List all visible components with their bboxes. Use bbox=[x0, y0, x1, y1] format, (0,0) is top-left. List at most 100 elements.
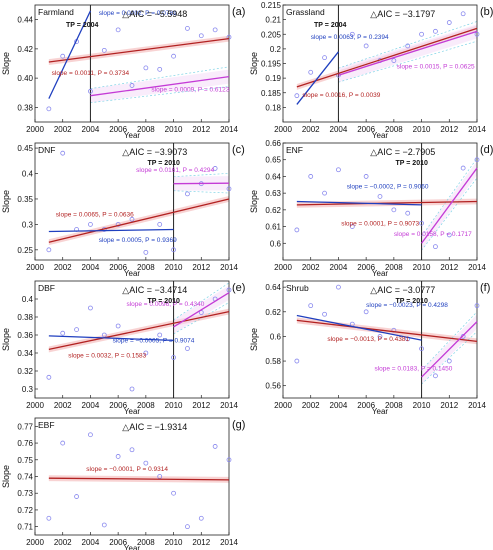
p0-post-slope-label: slope = 0.0009, P = 0.6123 bbox=[151, 86, 229, 93]
p5-pre-slope-label: slope = −0.0023, P = 0.4298 bbox=[366, 302, 448, 309]
p2-x-tick-label: 2000 bbox=[26, 263, 44, 272]
p6-panel-title: EBF bbox=[38, 420, 55, 430]
p1-y-tick-label: 0.195 bbox=[261, 60, 282, 69]
p6-data-point bbox=[198, 515, 204, 521]
p6-x-tick-label: 2008 bbox=[137, 538, 155, 547]
p2-data-point bbox=[88, 221, 93, 227]
p1-panel-letter: (b) bbox=[480, 6, 493, 18]
p5-overall-fit-line bbox=[296, 319, 478, 342]
p0-overall-slope-label: slope = 0.0011, P = 0.3734 bbox=[52, 70, 130, 77]
p1-y-tick-label: 0.2 bbox=[270, 45, 282, 54]
p5-y-tick-label: 0.6 bbox=[270, 332, 282, 341]
p4-data-point bbox=[185, 346, 190, 351]
p3-data-point bbox=[433, 244, 438, 250]
p4-post-tp-fit-line bbox=[173, 292, 230, 328]
p2-x-tick-label: 2006 bbox=[109, 263, 127, 272]
p2-post-tp-fit-line bbox=[173, 182, 230, 185]
p5-y-tick-label: 0.56 bbox=[265, 382, 281, 391]
p5-post-ci-upper bbox=[421, 311, 478, 371]
p1-data-point bbox=[294, 93, 300, 99]
p2-data-point bbox=[46, 247, 52, 253]
p0-x-tick-label: 2002 bbox=[54, 125, 72, 134]
p5-x-tick-label: 2010 bbox=[413, 401, 431, 410]
p5-post-ci-lower bbox=[421, 331, 478, 385]
p5-x-tick-label: 2012 bbox=[440, 401, 458, 410]
p1-data-point bbox=[446, 20, 452, 25]
p6-y-tick-label: 0.75 bbox=[17, 456, 33, 465]
p0-panel-letter: (a) bbox=[232, 6, 245, 18]
p6-overall-slope-label: slope = −0.0001, P = 0.9314 bbox=[86, 466, 168, 473]
p3-data-point bbox=[446, 232, 452, 238]
p4-tp-label: TP = 2010 bbox=[148, 298, 180, 305]
p5-data-point bbox=[433, 373, 438, 379]
p0-post-ci-lower bbox=[90, 86, 230, 104]
p6-x-tick-label: 2006 bbox=[109, 538, 127, 547]
p2-x-tick-label: 2012 bbox=[192, 263, 210, 272]
p3-post-ci-upper bbox=[421, 158, 478, 237]
p3-x-axis-label: Year bbox=[372, 269, 389, 278]
p5-x-tick-label: 2000 bbox=[274, 401, 292, 410]
p4-data-point bbox=[60, 330, 66, 336]
p1-y-tick-label: 0.21 bbox=[265, 16, 281, 25]
p4-panel-title: DBF bbox=[38, 283, 55, 293]
p1-data-point bbox=[349, 31, 355, 37]
p1-y-tick-label: 0.18 bbox=[265, 103, 281, 112]
p3-panel-title: ENF bbox=[286, 145, 303, 155]
p6-y-tick-label: 0.72 bbox=[17, 506, 33, 515]
p6-data-point bbox=[74, 494, 79, 499]
p1-data-point bbox=[474, 31, 480, 37]
p4-data-point bbox=[157, 332, 163, 338]
p1-data-point bbox=[460, 11, 466, 17]
p4-y-axis-label: Slope bbox=[1, 328, 11, 351]
p5-y-tick-label: 0.64 bbox=[265, 283, 281, 292]
p0-data-point bbox=[185, 25, 190, 31]
p1-y-tick-label: 0.19 bbox=[265, 74, 281, 83]
p1-overall-fit-line bbox=[296, 27, 478, 88]
p3-overall-slope-label: slope = 0.0001, P = 0.9073 bbox=[341, 221, 419, 228]
p3-y-tick-label: 0.65 bbox=[265, 156, 281, 165]
p5-x-tick-label: 2002 bbox=[302, 401, 320, 410]
p1-post-ci-upper bbox=[338, 21, 478, 69]
p4-post-slope-label: slope = 0.0096, P = 0.4340 bbox=[126, 301, 204, 308]
p3-delta-aic: △AIC = −2.7905 bbox=[370, 147, 435, 157]
p3-y-tick-label: 0.6 bbox=[270, 239, 282, 248]
p4-y-tick-label: 0.38 bbox=[17, 313, 33, 322]
p1-x-tick-label: 2000 bbox=[274, 125, 292, 134]
p0-x-tick-label: 2000 bbox=[26, 125, 44, 134]
p2-pre-slope-label: slope = 0.0005, P = 0.9369 bbox=[99, 237, 177, 244]
p4-overall-slope-label: slope = 0.0032, P = 0.1583 bbox=[68, 353, 146, 360]
p4-y-tick-label: 0.36 bbox=[17, 331, 33, 340]
p6-overall-fit-line bbox=[48, 477, 230, 481]
p3-data-point bbox=[349, 224, 355, 229]
p1-x-tick-label: 2010 bbox=[413, 125, 431, 134]
p2-tp-label: TP = 2010 bbox=[148, 160, 180, 167]
p6-x-tick-label: 2014 bbox=[220, 538, 238, 547]
p5-x-tick-label: 2006 bbox=[357, 401, 375, 410]
p5-x-tick-label: 2004 bbox=[330, 401, 348, 410]
p3-x-tick-label: 2000 bbox=[274, 263, 292, 272]
p4-delta-aic: △AIC = −3.4714 bbox=[122, 285, 187, 295]
p3-x-tick-label: 2010 bbox=[413, 263, 431, 272]
p5-delta-aic: △AIC = −3.0777 bbox=[370, 285, 435, 295]
p2-overall-fit-line bbox=[48, 198, 230, 243]
p0-data-point bbox=[46, 106, 52, 112]
p1-y-axis-label: Slope bbox=[249, 52, 259, 75]
p2-x-tick-label: 2004 bbox=[82, 263, 100, 272]
p3-data-point bbox=[391, 207, 397, 213]
p4-y-tick-label: 0.34 bbox=[17, 349, 33, 358]
p0-x-tick-label: 2008 bbox=[137, 125, 155, 134]
p4-pre-tp-fit-line bbox=[48, 335, 174, 342]
p5-post-tp-fit-line bbox=[421, 321, 478, 378]
p5-data-point bbox=[322, 311, 327, 317]
p0-y-tick-label: 0.38 bbox=[17, 103, 33, 112]
p0-x-axis-label: Year bbox=[124, 131, 141, 140]
p6-panel-letter: (g) bbox=[232, 419, 245, 431]
p2-panel-letter: (c) bbox=[232, 144, 245, 156]
p1-y-tick-label: 0.205 bbox=[261, 30, 282, 39]
p1-pre-slope-label: slope = 0.0063, P = 0.2394 bbox=[311, 34, 389, 41]
p3-y-axis-label: Slope bbox=[249, 190, 259, 213]
p4-data-point bbox=[115, 323, 121, 329]
p6-data-point bbox=[212, 444, 218, 449]
p6-x-tick-label: 2012 bbox=[192, 538, 210, 547]
p3-x-tick-label: 2008 bbox=[385, 263, 403, 272]
